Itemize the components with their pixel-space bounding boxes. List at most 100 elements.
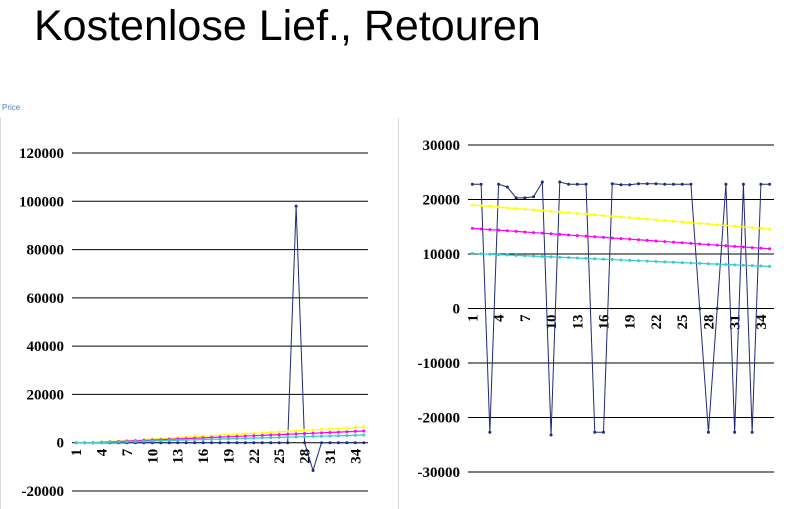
y-tick-label: 40000 — [27, 339, 65, 355]
data-point — [636, 238, 640, 242]
data-point — [319, 434, 323, 438]
data-point — [663, 219, 667, 223]
data-point — [619, 215, 623, 219]
x-tick-label: 10 — [145, 449, 161, 464]
x-tick-label: 1 — [465, 315, 481, 323]
data-point — [311, 434, 315, 438]
data-point — [260, 436, 264, 440]
data-point — [741, 263, 745, 267]
data-point — [540, 209, 544, 213]
data-point — [715, 243, 719, 247]
data-point — [575, 211, 579, 215]
data-point — [584, 256, 588, 260]
data-point — [226, 433, 230, 437]
data-point — [558, 180, 562, 184]
data-point — [294, 204, 298, 208]
data-point — [311, 431, 315, 435]
data-point — [698, 261, 702, 265]
data-point — [345, 433, 349, 437]
data-point — [336, 426, 340, 430]
data-point — [759, 264, 763, 268]
data-point — [218, 437, 222, 441]
data-point — [567, 211, 571, 215]
y-tick-label: 80000 — [27, 243, 65, 259]
data-point — [741, 225, 745, 229]
x-tick-label: 16 — [597, 314, 613, 330]
data-point — [286, 435, 290, 439]
data-point — [303, 432, 307, 436]
data-point — [470, 203, 474, 207]
data-point — [671, 240, 675, 244]
data-point — [184, 438, 188, 442]
data-point — [497, 228, 501, 232]
data-point — [319, 441, 323, 445]
data-point — [750, 246, 754, 250]
data-point — [488, 204, 492, 208]
data-point — [226, 437, 230, 441]
data-point — [303, 441, 307, 445]
x-tick-label: 13 — [171, 449, 187, 464]
data-point — [303, 428, 307, 432]
y-tick-label: 100000 — [19, 194, 64, 210]
data-point — [549, 209, 553, 213]
x-tick-label: 1 — [69, 449, 85, 457]
y-tick-label: -20000 — [22, 484, 65, 500]
data-point — [663, 182, 667, 186]
data-point — [210, 441, 214, 445]
y-tick-label: -10000 — [418, 356, 461, 372]
x-tick-label: 4 — [95, 448, 111, 456]
data-point — [584, 182, 588, 186]
data-point — [663, 240, 667, 244]
x-tick-label: 25 — [675, 315, 691, 330]
data-point — [523, 196, 527, 200]
data-point — [768, 247, 772, 251]
data-point — [277, 435, 281, 439]
data-point — [167, 441, 171, 445]
data-point — [628, 216, 632, 220]
data-point — [505, 253, 509, 257]
data-point — [353, 441, 357, 445]
data-point — [243, 432, 247, 436]
data-point — [741, 182, 745, 186]
data-point — [689, 241, 693, 245]
data-point — [470, 251, 474, 255]
data-point — [706, 262, 710, 266]
data-point — [610, 236, 614, 240]
data-point — [610, 182, 614, 186]
data-point — [610, 258, 614, 262]
data-point — [628, 237, 632, 241]
data-point — [680, 261, 684, 265]
data-point — [619, 258, 623, 262]
data-point — [286, 432, 290, 436]
data-point — [602, 235, 606, 239]
data-point — [706, 222, 710, 226]
data-point — [243, 441, 247, 445]
data-point — [193, 438, 197, 442]
data-point — [698, 221, 702, 225]
data-point — [505, 206, 509, 210]
data-point — [514, 253, 518, 257]
x-tick-label: 34 — [754, 314, 770, 330]
data-point — [336, 434, 340, 438]
chart-divider — [398, 118, 399, 509]
x-tick-label: 4 — [492, 314, 508, 322]
data-point — [689, 182, 693, 186]
data-point — [733, 224, 737, 228]
data-point — [558, 255, 562, 259]
data-point — [100, 440, 104, 444]
data-point — [750, 226, 754, 230]
data-point — [610, 214, 614, 218]
data-point — [540, 180, 544, 184]
data-point — [193, 441, 197, 445]
data-point — [117, 440, 121, 444]
data-point — [636, 259, 640, 263]
data-point — [540, 255, 544, 259]
data-point — [698, 307, 702, 310]
x-tick-label: 25 — [272, 449, 288, 464]
data-point — [294, 429, 298, 433]
data-point — [636, 182, 640, 186]
y-tick-label: 20000 — [423, 193, 461, 209]
data-point — [523, 254, 527, 258]
data-point — [167, 439, 171, 443]
data-point — [750, 430, 754, 434]
